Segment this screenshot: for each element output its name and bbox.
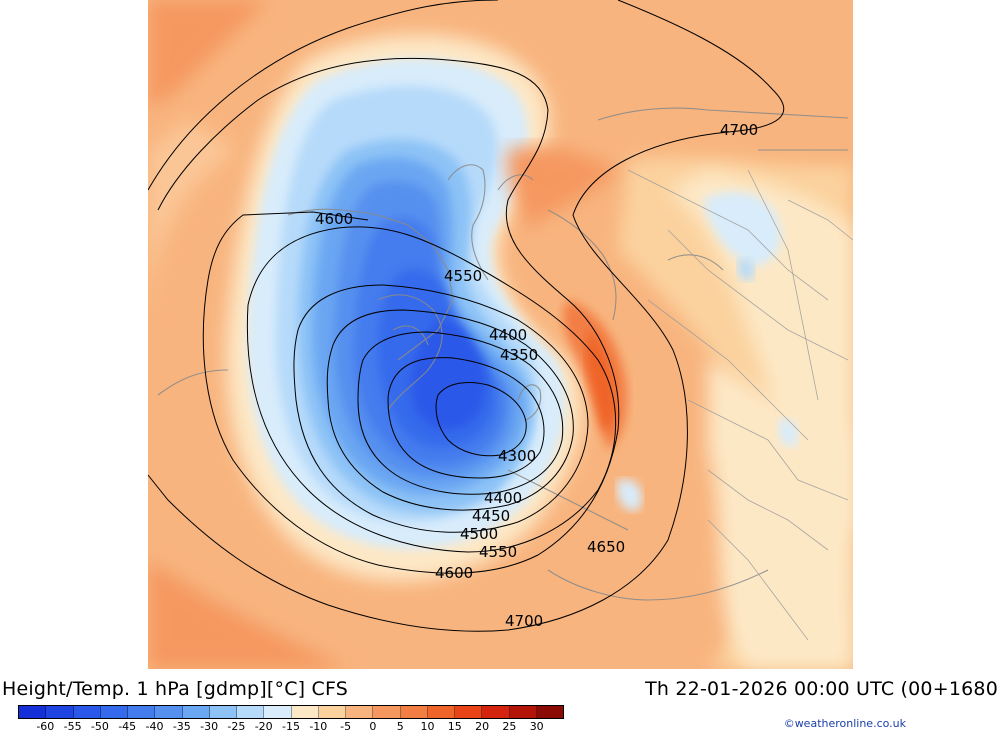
colorbar-tick-label: -50 — [90, 720, 109, 733]
colorbar-swatch — [46, 706, 74, 718]
colorbar-tick-label: 20 — [475, 720, 490, 733]
colorbar-tick-label: 30 — [529, 720, 544, 733]
colorbar-tick-label: 0 — [369, 720, 377, 733]
contour-label: 4550 — [444, 267, 482, 285]
coastlines — [157, 107, 849, 601]
colorbar-tick-label: -20 — [254, 720, 273, 733]
colorbar-swatch — [318, 706, 346, 718]
colorbar-tick-label: -40 — [145, 720, 164, 733]
valid-time: Th 22-01-2026 00:00 UTC (00+1680 — [645, 678, 998, 700]
borders — [627, 169, 853, 641]
colorbar-tick-label: -25 — [227, 720, 246, 733]
contour-4350 — [387, 357, 545, 479]
contour-label: 4550 — [479, 543, 517, 561]
contour-label: 4450 — [472, 507, 510, 525]
colorbar-tick-label: 5 — [396, 720, 404, 733]
colorbar-tick-label: -45 — [118, 720, 137, 733]
contour-label-group: 4700 4600 4550 4400 4350 4300 4400 4450 … — [315, 121, 758, 630]
colorbar-tick-label: -30 — [200, 720, 219, 733]
contour-4400 — [357, 331, 564, 495]
colorbar-swatch — [346, 706, 374, 718]
contour-4300 — [435, 382, 527, 457]
colorbar-swatch — [19, 706, 47, 718]
colorbar-swatch — [209, 706, 237, 718]
contour-4550 — [246, 226, 617, 553]
colorbar-swatch — [100, 706, 128, 718]
colorbar-swatch — [237, 706, 265, 718]
colorbar-tick-label: -60 — [36, 720, 55, 733]
colorbar-swatch — [509, 706, 537, 718]
colorbar-swatch — [455, 706, 483, 718]
colorbar-swatch — [536, 706, 563, 718]
contour-label: 4400 — [489, 326, 527, 344]
contour-label: 4300 — [498, 447, 536, 465]
colorbar-tick-label: -35 — [172, 720, 191, 733]
contour-4500 — [293, 284, 589, 533]
colorbar-tick-label: 25 — [502, 720, 517, 733]
colorbar-swatch — [128, 706, 156, 718]
contour-label: 4350 — [500, 346, 538, 364]
contour-label: 4600 — [435, 564, 473, 582]
contour-4450 — [326, 309, 574, 511]
colorbar-swatch — [400, 706, 428, 718]
colorbar-swatch — [182, 706, 210, 718]
map-title: Height/Temp. 1 hPa [gdmp][°C] CFS — [2, 678, 349, 700]
colorbar-tick-labels: -60 -55 -50 -45 -40 -35 -30 -25 -20 -15 -10 -5 0 5 10 1… — [18, 720, 564, 733]
contour-label: 4400 — [484, 489, 522, 507]
map-panel: 4700 4600 4550 4400 4350 4300 4400 4450 … — [148, 0, 853, 669]
contour-4700-north — [148, 0, 499, 191]
contour-label: 4500 — [460, 525, 498, 543]
map-canvas: 4700 4600 4550 4400 4350 4300 4400 4450 … — [148, 0, 853, 669]
contour-label: 4600 — [315, 210, 353, 228]
colorbar-swatch — [291, 706, 319, 718]
height-contours — [148, 0, 785, 632]
colorbar-tick-label: -55 — [63, 720, 82, 733]
contour-4700-east — [148, 0, 785, 632]
contour-4600 — [157, 57, 620, 574]
copyright-link[interactable]: ©weatheronline.co.uk — [783, 717, 906, 730]
colorbar — [18, 705, 564, 719]
colorbar-swatch — [427, 706, 455, 718]
colorbar-swatch — [482, 706, 510, 718]
colorbar-tick-label: -5 — [340, 720, 352, 733]
colorbar-swatch — [373, 706, 401, 718]
contour-label: 4650 — [587, 538, 625, 556]
colorbar-tick-label: -10 — [309, 720, 328, 733]
temperature-shading — [148, 0, 853, 669]
colorbar-tick-label: 15 — [447, 720, 462, 733]
contour-label: 4700 — [720, 121, 758, 139]
colorbar-swatch — [264, 706, 292, 718]
colorbar-tick-label: 10 — [420, 720, 435, 733]
contour-label: 4700 — [505, 612, 543, 630]
colorbar-tick-label: -15 — [282, 720, 300, 733]
colorbar-swatch — [73, 706, 101, 718]
colorbar-swatch — [155, 706, 183, 718]
